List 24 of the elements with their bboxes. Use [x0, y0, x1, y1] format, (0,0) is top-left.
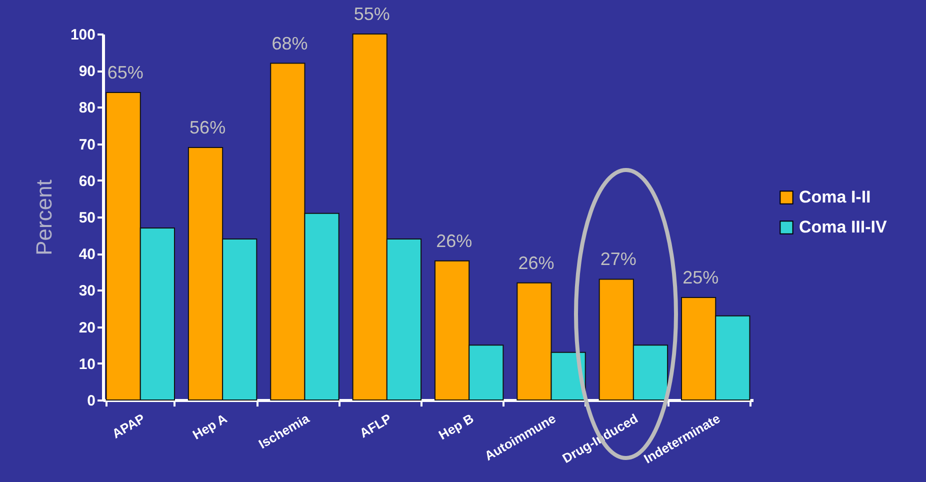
- y-tick-label: 20: [78, 319, 96, 336]
- y-tick-label: 10: [78, 356, 96, 373]
- y-axis-title: Percent: [31, 180, 56, 256]
- y-tick-label: 80: [78, 100, 96, 117]
- annotation: 26%: [436, 230, 472, 251]
- y-tick-label: 60: [78, 172, 96, 190]
- y-tick-label: 100: [70, 26, 96, 44]
- y-tick-label: 40: [78, 246, 96, 264]
- y-tick-label: 0: [87, 392, 96, 410]
- y-tick-label: 30: [78, 282, 96, 300]
- annotation: 55%: [354, 4, 390, 24]
- annotation: 27%: [600, 249, 636, 270]
- annotation: 26%: [518, 252, 554, 273]
- legend-label: Coma III-IV: [799, 218, 888, 236]
- y-tick-label: 90: [78, 63, 96, 80]
- x-tick-label: Hep B: [436, 410, 476, 443]
- x-tick-label: Hep A: [190, 410, 230, 442]
- annotation: 65%: [107, 62, 144, 83]
- y-tick-label: 70: [78, 136, 96, 154]
- annotation: 68%: [272, 33, 308, 54]
- annotation: 25%: [682, 268, 719, 288]
- annotation: 56%: [190, 117, 226, 138]
- y-tick-label: 50: [78, 210, 96, 226]
- legend-label: Coma I-II: [799, 188, 871, 206]
